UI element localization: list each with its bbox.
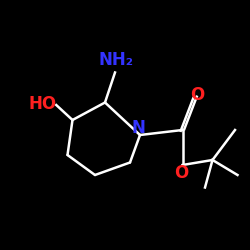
Text: HO: HO (28, 95, 56, 113)
Text: O: O (174, 164, 188, 182)
Text: NH₂: NH₂ (99, 51, 134, 69)
Text: O: O (190, 86, 204, 103)
Text: N: N (132, 119, 146, 137)
